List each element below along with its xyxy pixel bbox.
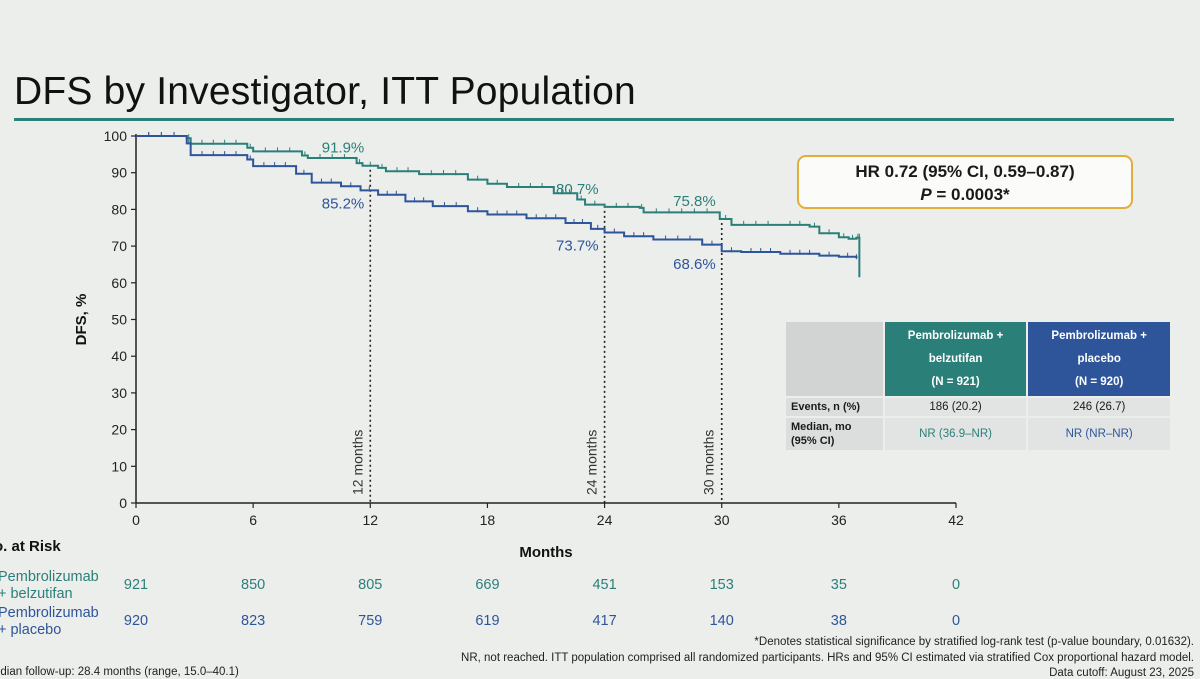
table-header-belzutifan: Pembrolizumab + belzutifan (N = 921) xyxy=(884,322,1027,396)
risk-value: 35 xyxy=(831,577,847,593)
risk-value: 451 xyxy=(592,577,616,593)
median-label-line1: Median, mo xyxy=(791,421,852,433)
risk-value: 140 xyxy=(710,613,734,629)
risk-value: 921 xyxy=(124,577,148,593)
y-tick-label: 50 xyxy=(111,312,127,328)
survival-annotation: 68.6% xyxy=(673,256,716,273)
p-value: = 0.0003* xyxy=(931,185,1010,204)
y-tick-label: 100 xyxy=(104,128,128,144)
title-divider xyxy=(14,118,1174,121)
summary-table: Pembrolizumab + belzutifan (N = 921) Pem… xyxy=(784,320,1172,452)
x-tick-label: 6 xyxy=(249,512,257,528)
median-label-line2: (95% CI) xyxy=(791,435,835,447)
x-axis-title: Months xyxy=(519,544,572,561)
header-arm-name: Pembrolizumab + xyxy=(907,329,1004,342)
landmark-label: 12 months xyxy=(349,430,365,495)
risk-row-label-2: + belzutifan xyxy=(0,586,73,602)
risk-value: 669 xyxy=(475,577,499,593)
events-label: Events, n (%) xyxy=(786,398,883,416)
survival-annotation: 73.7% xyxy=(556,238,599,255)
y-tick-label: 20 xyxy=(111,422,127,438)
footnote-data-cutoff: Data cutoff: August 23, 2025 xyxy=(1049,667,1194,679)
header-arm-name: Pembrolizumab + xyxy=(1051,329,1147,342)
header-arm-name-2: belzutifan xyxy=(928,352,983,365)
x-tick-label: 30 xyxy=(714,512,730,528)
page-title: DFS by Investigator, ITT Population xyxy=(14,70,636,113)
y-tick-label: 10 xyxy=(111,458,127,474)
table-corner-cell xyxy=(786,322,883,396)
risk-value: 850 xyxy=(241,577,265,593)
risk-value: 38 xyxy=(831,613,847,629)
events-belzutifan: 186 (20.2) xyxy=(884,398,1027,416)
risk-value: 759 xyxy=(358,613,382,629)
risk-value: 920 xyxy=(124,613,148,629)
hazard-ratio-text: HR 0.72 (95% CI, 0.59–0.87) xyxy=(855,162,1075,181)
x-tick-label: 12 xyxy=(362,512,378,528)
risk-table-title: o. at Risk xyxy=(0,538,61,555)
x-tick-label: 0 xyxy=(132,512,140,528)
table-header-placebo: Pembrolizumab + placebo (N = 920) xyxy=(1028,322,1170,396)
survival-annotation: 75.8% xyxy=(673,193,716,210)
y-tick-label: 30 xyxy=(111,385,127,401)
survival-annotation: 85.2% xyxy=(322,195,365,212)
x-tick-label: 24 xyxy=(597,512,613,528)
risk-value: 0 xyxy=(952,577,960,593)
median-placebo: NR (NR–NR) xyxy=(1028,418,1170,450)
km-curve-series-1 xyxy=(136,135,858,259)
risk-row-label-2: + placebo xyxy=(0,622,61,638)
median-label: Median, mo (95% CI) xyxy=(786,418,883,450)
risk-value: 823 xyxy=(241,613,265,629)
y-tick-label: 40 xyxy=(111,348,127,364)
footnote-follow-up: edian follow-up: 28.4 months (range, 15.… xyxy=(0,666,239,678)
events-placebo: 246 (26.7) xyxy=(1028,398,1170,416)
x-tick-label: 18 xyxy=(480,512,496,528)
hazard-ratio-box: HR 0.72 (95% CI, 0.59–0.87) P = 0.0003* xyxy=(797,155,1133,209)
header-arm-name-2: placebo xyxy=(1077,352,1121,365)
survival-annotation: 91.9% xyxy=(322,140,365,157)
y-tick-label: 70 xyxy=(111,238,127,254)
risk-value: 619 xyxy=(475,613,499,629)
risk-row-label: Pembrolizumab xyxy=(0,605,99,621)
risk-value: 805 xyxy=(358,577,382,593)
y-axis-title: DFS, % xyxy=(73,294,90,346)
median-belzutifan: NR (36.9–NR) xyxy=(884,418,1027,450)
risk-row-label: Pembrolizumab xyxy=(0,569,99,585)
y-tick-label: 0 xyxy=(119,495,127,511)
risk-value: 417 xyxy=(592,613,616,629)
p-value-text: P = 0.0003* xyxy=(799,183,1131,206)
x-tick-label: 42 xyxy=(948,512,964,528)
km-curve-series-0 xyxy=(136,135,861,278)
header-arm-n: (N = 920) xyxy=(1075,375,1124,388)
survival-annotation: 80.7% xyxy=(556,181,599,198)
landmark-label: 24 months xyxy=(584,430,600,495)
footnote-abbreviations: NR, not reached. ITT population comprise… xyxy=(461,652,1194,664)
p-label: P xyxy=(920,185,932,204)
footnote-significance: *Denotes statistical significance by str… xyxy=(754,636,1194,648)
header-arm-n: (N = 921) xyxy=(931,375,980,388)
y-tick-label: 80 xyxy=(111,201,127,217)
landmark-label: 30 months xyxy=(701,430,717,495)
x-tick-label: 36 xyxy=(831,512,847,528)
y-tick-label: 90 xyxy=(111,165,127,181)
risk-value: 153 xyxy=(710,577,734,593)
risk-value: 0 xyxy=(952,613,960,629)
y-tick-label: 60 xyxy=(111,275,127,291)
